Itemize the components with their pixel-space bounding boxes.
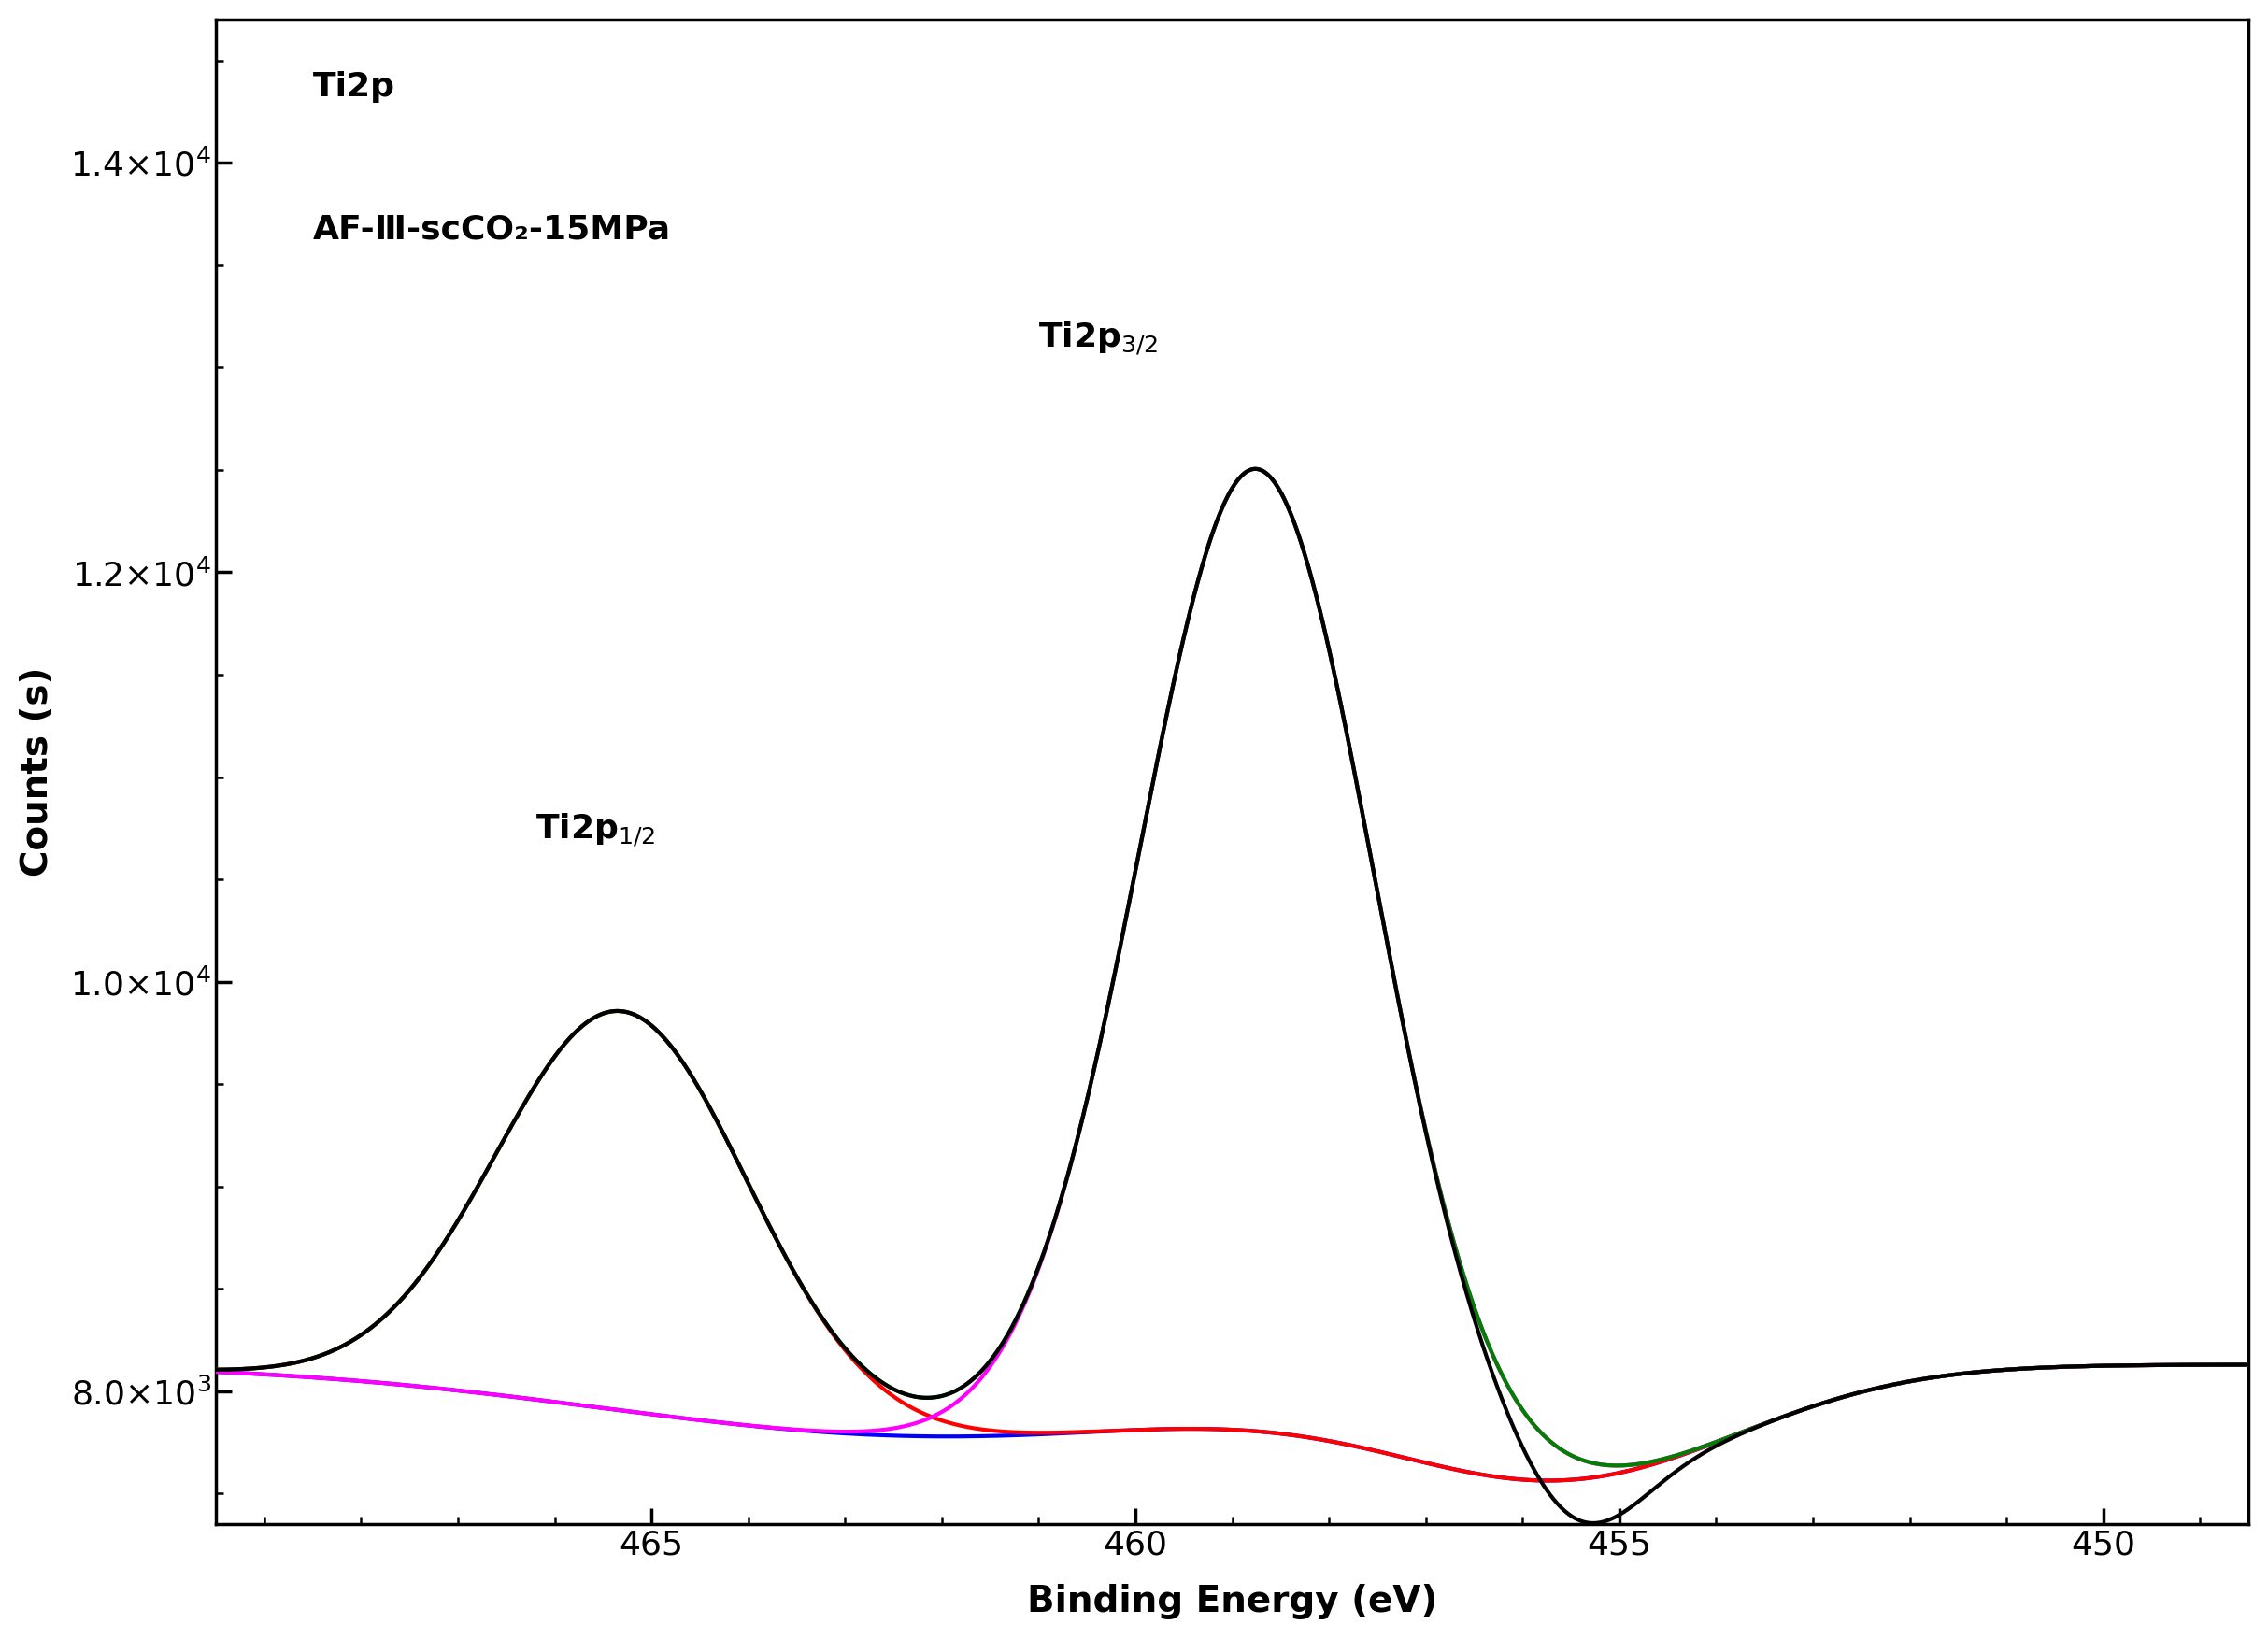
Text: Ti2p: Ti2p	[313, 70, 395, 102]
Y-axis label: Counts (s): Counts (s)	[20, 667, 54, 877]
Text: Ti2p$_{3/2}$: Ti2p$_{3/2}$	[1039, 321, 1159, 357]
Text: AF-Ⅲ-scCO₂-15MPa: AF-Ⅲ-scCO₂-15MPa	[313, 215, 671, 246]
Text: Ti2p$_{1/2}$: Ti2p$_{1/2}$	[535, 811, 655, 849]
X-axis label: Binding Energy (eV): Binding Energy (eV)	[1027, 1583, 1438, 1619]
